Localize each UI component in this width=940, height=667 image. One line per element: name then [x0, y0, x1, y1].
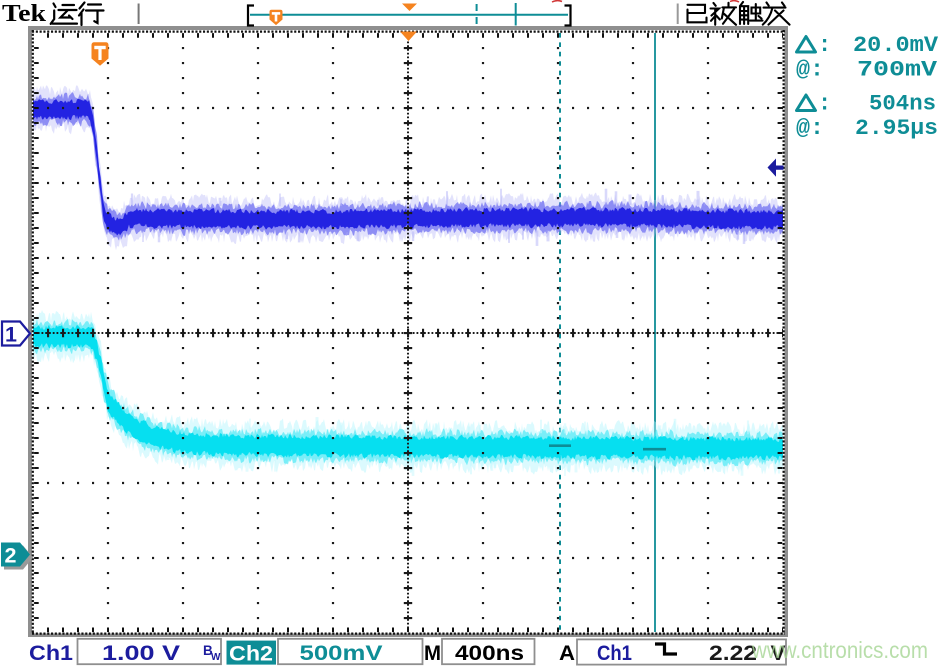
svg-text:A: A [559, 642, 575, 665]
svg-text:@:: @: [796, 116, 824, 141]
svg-text::: : [818, 33, 831, 58]
svg-text:1: 1 [5, 323, 17, 347]
svg-text:2: 2 [5, 544, 17, 568]
svg-text:504ns: 504ns [869, 92, 936, 117]
svg-text:500mV: 500mV [300, 642, 383, 665]
svg-text:700mV: 700mV [857, 58, 938, 83]
svg-text:20.0mV: 20.0mV [853, 33, 939, 58]
svg-text:Ch1: Ch1 [29, 642, 73, 665]
svg-text:B: B [203, 643, 213, 658]
svg-text:V: V [771, 642, 786, 665]
svg-text:Ch2: Ch2 [229, 643, 273, 666]
svg-text:2.95µs: 2.95µs [855, 116, 938, 141]
svg-text::: : [818, 92, 831, 117]
svg-text:@:: @: [796, 58, 824, 83]
svg-text:M: M [424, 642, 441, 665]
svg-text:2.22: 2.22 [709, 642, 757, 665]
svg-text:W: W [211, 652, 221, 663]
svg-text:Tek: Tek [2, 1, 47, 27]
svg-text:1.00 V: 1.00 V [102, 642, 180, 665]
svg-text:400ns: 400ns [455, 642, 524, 665]
svg-text:www.cntronics.com: www.cntronics.com [751, 637, 928, 663]
svg-text:Ch1: Ch1 [597, 642, 632, 665]
